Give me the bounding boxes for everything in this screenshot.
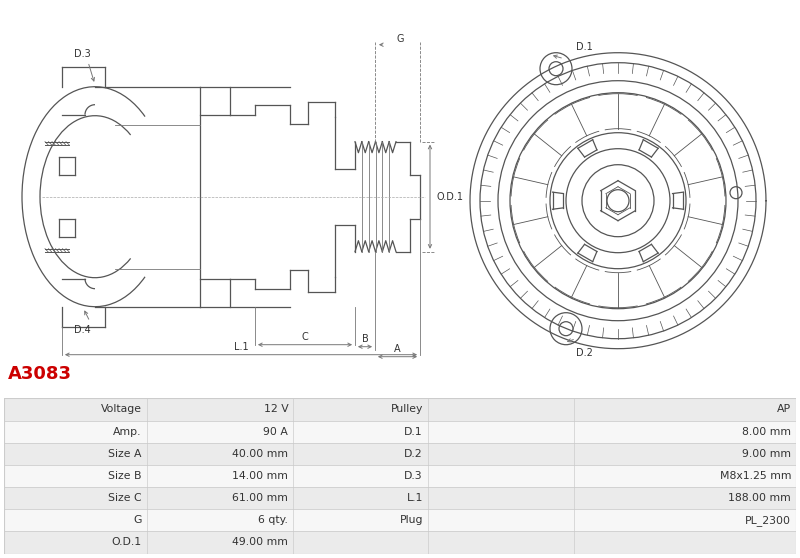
Text: O.D.1: O.D.1 [437,192,463,201]
Text: D.3: D.3 [74,49,90,59]
Text: G: G [134,515,142,525]
Text: 90 A: 90 A [263,427,288,437]
Text: D.2: D.2 [575,348,593,358]
Text: D.2: D.2 [404,449,423,459]
Text: Size A: Size A [108,449,142,459]
Text: AP: AP [777,405,791,415]
Bar [4,531,796,554]
Text: L.1: L.1 [406,493,423,503]
Text: 40.00 mm: 40.00 mm [232,449,288,459]
Bar [4,509,796,531]
Text: Size B: Size B [108,471,142,481]
Text: 188.00 mm: 188.00 mm [729,493,791,503]
Text: B: B [362,334,368,344]
Text: Size C: Size C [108,493,142,503]
Text: 49.00 mm: 49.00 mm [233,537,288,547]
Text: L.1: L.1 [234,341,248,352]
Text: 8.00 mm: 8.00 mm [742,427,791,437]
Text: A3083: A3083 [8,365,72,383]
Text: Plug: Plug [399,515,423,525]
Text: A: A [394,344,400,354]
Text: 61.00 mm: 61.00 mm [233,493,288,503]
Text: G: G [396,33,404,44]
Text: D.4: D.4 [74,325,90,335]
Text: 6 qty.: 6 qty. [258,515,288,525]
Text: 9.00 mm: 9.00 mm [742,449,791,459]
Text: D.1: D.1 [576,42,592,52]
Text: D.1: D.1 [404,427,423,437]
Text: C: C [302,331,308,341]
Bar [4,398,796,421]
Bar [4,465,796,487]
Text: Voltage: Voltage [101,405,142,415]
Text: D.3: D.3 [404,471,423,481]
Text: PL_2300: PL_2300 [746,515,791,526]
Bar [4,442,796,465]
Text: Pulley: Pulley [390,405,423,415]
Text: M8x1.25 mm: M8x1.25 mm [720,471,791,481]
Text: O.D.1: O.D.1 [112,537,142,547]
Text: 14.00 mm: 14.00 mm [233,471,288,481]
Bar [4,421,796,442]
Text: 12 V: 12 V [263,405,288,415]
Bar [4,487,796,509]
Text: Amp.: Amp. [114,427,142,437]
